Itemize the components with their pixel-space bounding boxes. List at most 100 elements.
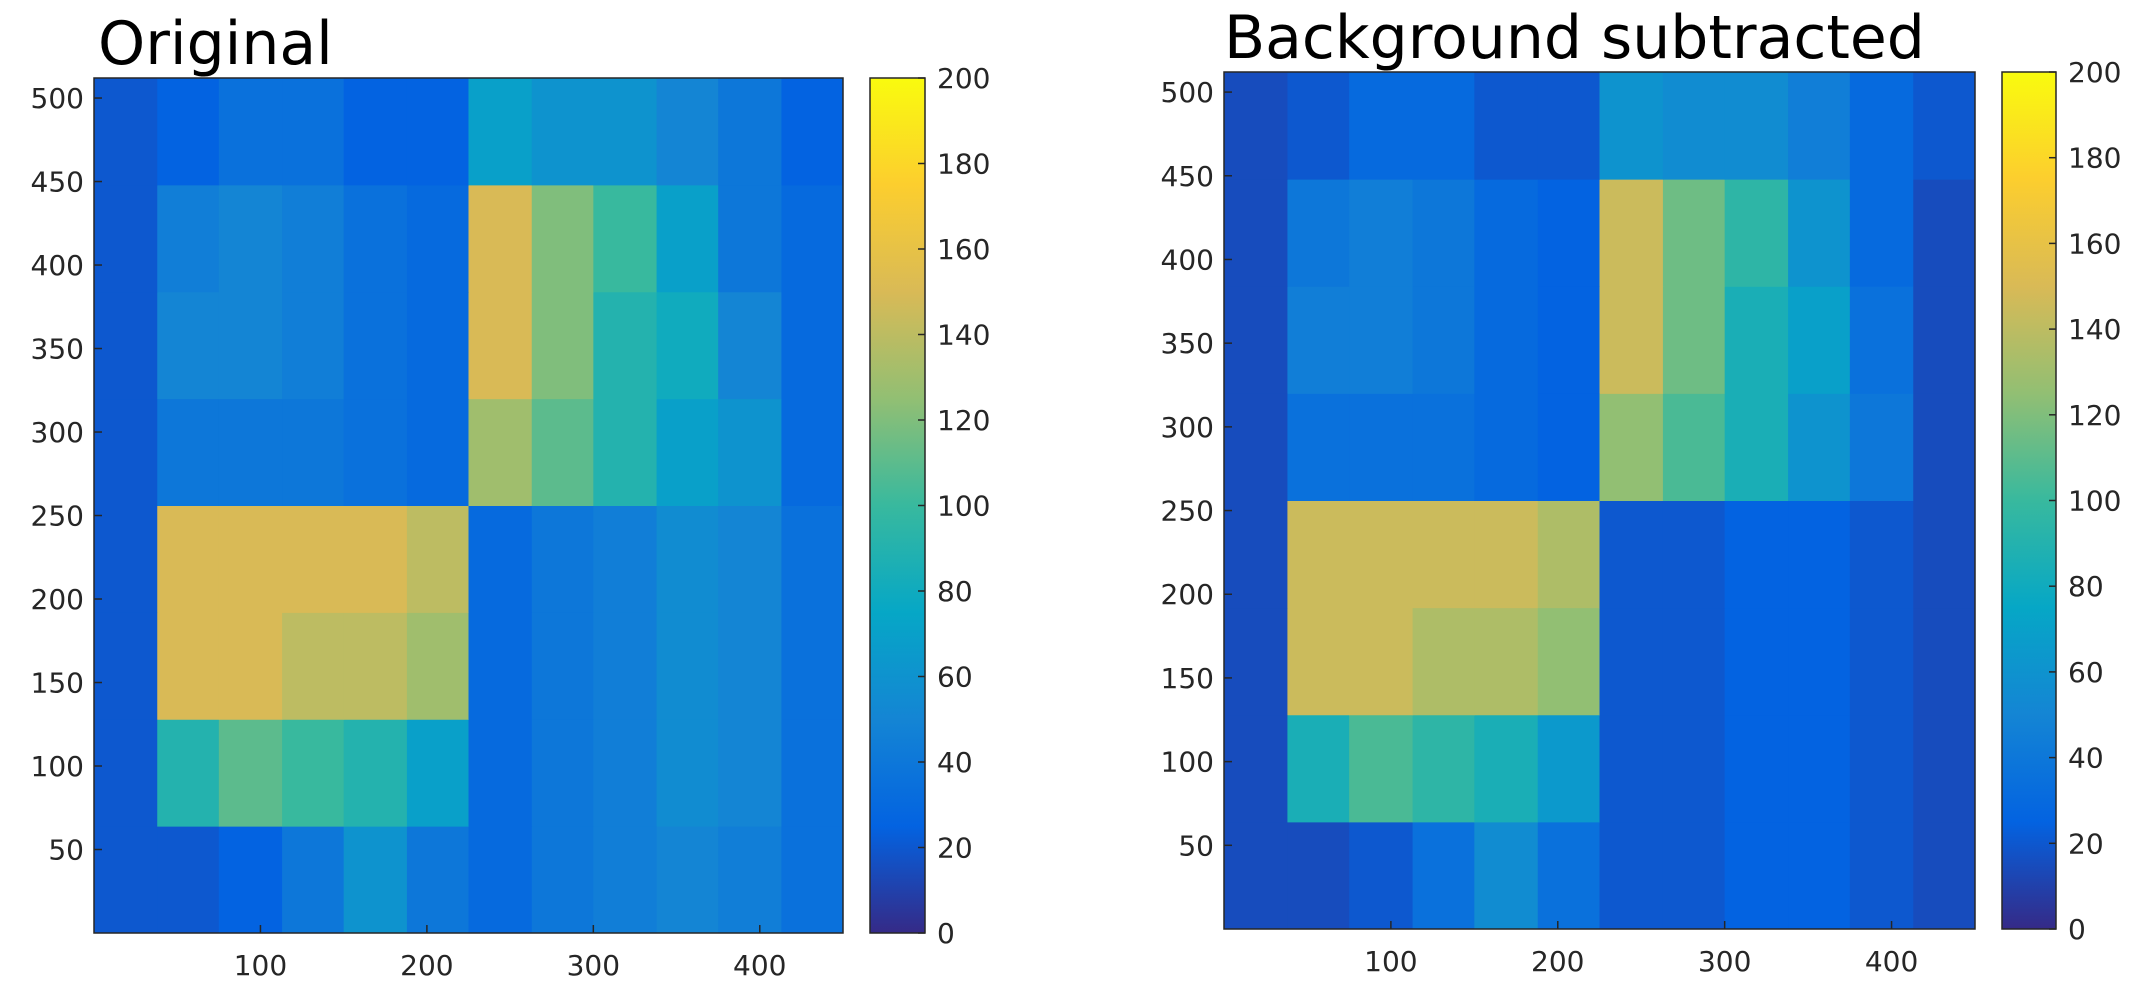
heatmap-cell (781, 291, 844, 400)
heatmap-cell (1224, 714, 1288, 823)
x-tick-label: 400 (1865, 945, 1918, 978)
heatmap-cell (531, 184, 594, 293)
y-tick-label: 100 (1161, 746, 1214, 779)
x-tick-label: 100 (1364, 945, 1417, 978)
y-tick-label: 100 (31, 750, 84, 783)
colorbar-tick-label: 80 (2068, 570, 2104, 603)
heatmap-cell (1724, 607, 1789, 716)
heatmap-cell (1537, 821, 1600, 930)
x-tick-label: 100 (234, 949, 287, 982)
heatmap-cell (593, 398, 658, 506)
heatmap-cell (781, 826, 844, 934)
heatmap-cell (593, 505, 658, 613)
heatmap-cell (1224, 72, 1288, 180)
y-tick-label: 350 (1161, 327, 1214, 360)
heatmap-cell (157, 78, 220, 186)
heatmap-cell (1537, 286, 1600, 394)
heatmap-cell (157, 398, 220, 506)
heatmap-cell (157, 184, 220, 293)
heatmap-cell (343, 505, 408, 613)
heatmap-cell (282, 291, 345, 400)
heatmap-cell (1913, 179, 1976, 287)
heatmap-cell (1913, 286, 1976, 394)
heatmap-cell (1287, 179, 1350, 287)
heatmap-cell (1412, 500, 1475, 609)
heatmap-cell (1474, 500, 1539, 609)
heatmap-cell (468, 291, 533, 400)
heatmap-cell (1287, 607, 1350, 716)
heatmap-cell (94, 398, 158, 506)
heatmap-cell (656, 184, 719, 293)
colorbar-tick-label: 40 (2068, 742, 2104, 775)
heatmap-cell (781, 612, 844, 720)
heatmap-cell (1599, 607, 1664, 716)
heatmap-cell (1412, 179, 1475, 287)
heatmap-cell (1599, 500, 1664, 609)
heatmap-cell (531, 398, 594, 506)
heatmap-cell (1913, 393, 1976, 501)
heatmap-cell (718, 291, 782, 400)
heatmap-cell (718, 719, 782, 827)
heatmap-cell (1349, 714, 1414, 823)
heatmap-cell (406, 505, 469, 613)
heatmap-cell (218, 505, 283, 613)
heatmap-cell (343, 719, 408, 827)
heatmap-cell (1474, 286, 1539, 394)
heatmap-cell (282, 826, 345, 934)
colorbar-tick-label: 160 (2068, 227, 2121, 260)
heatmap-cell (1724, 714, 1789, 823)
heatmap-cell (718, 78, 782, 186)
heatmap-cell (1349, 500, 1414, 609)
heatmap-cell (1662, 607, 1726, 716)
heatmap-cell (1224, 607, 1288, 716)
heatmap-cell (531, 505, 594, 613)
heatmap-cell (1788, 286, 1851, 394)
heatmap-cell (1662, 179, 1726, 287)
heatmap-cell (218, 398, 283, 506)
heatmap-cell (406, 184, 469, 293)
heatmap-cell (1849, 72, 1914, 180)
heatmap-cell (1474, 821, 1539, 930)
heatmap-cell (1474, 393, 1539, 501)
heatmap-cell (531, 719, 594, 827)
heatmap-cell (157, 612, 220, 720)
heatmap-cell (1913, 500, 1976, 609)
y-tick-label: 400 (1161, 243, 1214, 276)
heatmap-cell (343, 826, 408, 934)
y-tick-label: 50 (48, 834, 84, 867)
axes-box (1223, 71, 1976, 930)
colorbar-tick-label: 60 (2068, 656, 2104, 689)
heatmap-cell (1224, 821, 1288, 930)
heatmap-cell (1537, 500, 1600, 609)
heatmap-cell (656, 505, 719, 613)
heatmap-cell (406, 78, 469, 186)
heatmap-cell (1849, 714, 1914, 823)
heatmap-cell (94, 505, 158, 613)
heatmap-cell (781, 184, 844, 293)
colorbar-tick-label: 0 (937, 917, 955, 950)
x-tick-label: 400 (733, 949, 786, 982)
heatmap-cell (1537, 393, 1600, 501)
heatmap-cell (1412, 714, 1475, 823)
heatmap-cell (718, 398, 782, 506)
heatmap-cell (1537, 72, 1600, 180)
heatmap-cell (1349, 72, 1414, 180)
heatmap-cell (1224, 286, 1288, 394)
heatmap-cell (343, 184, 408, 293)
heatmap-cell (94, 719, 158, 827)
heatmap-cell (282, 719, 345, 827)
heatmap-cell (157, 505, 220, 613)
x-tick-label: 200 (400, 949, 453, 982)
colorbar-tick-label: 40 (937, 746, 973, 779)
colorbar-tick-label: 20 (2068, 827, 2104, 860)
heatmap-cell (593, 719, 658, 827)
heatmap-cell (1287, 714, 1350, 823)
heatmap-cell (1537, 714, 1600, 823)
heatmap (1224, 72, 1976, 930)
heatmap-cell (94, 184, 158, 293)
heatmap-cell (282, 505, 345, 613)
heatmap-cell (1599, 286, 1664, 394)
heatmap-cell (343, 291, 408, 400)
heatmap-cell (1913, 607, 1976, 716)
